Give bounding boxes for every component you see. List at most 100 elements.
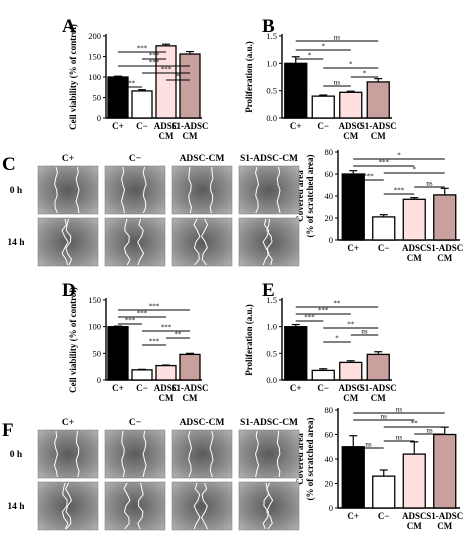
wound-edge-right [142, 430, 147, 478]
category-label: ADSC [154, 383, 179, 393]
y-tick-label: 50 [93, 348, 102, 358]
category-label: CM [437, 253, 452, 263]
wound-edge-left [120, 166, 126, 214]
wound-edge-right [137, 482, 144, 530]
wound-edge-right [75, 166, 80, 214]
micrograph-image [37, 165, 99, 215]
bar [339, 361, 363, 381]
panel-label-e: E [262, 280, 275, 301]
micrograph-image [171, 429, 233, 479]
category-label: C+ [112, 383, 124, 393]
y-axis-label: Covered area [295, 433, 305, 485]
y-tick-label: 60 [325, 169, 334, 179]
wound-edge-left [53, 430, 59, 478]
column-title: S1-ADSC-CM [240, 418, 298, 428]
significance-label: ns [426, 180, 433, 188]
significance-label: ns [365, 441, 372, 449]
micrograph-image [171, 165, 233, 215]
y-axis-label-2: (% of scratched area) [305, 154, 315, 237]
significance-label: *** [125, 80, 136, 88]
wound-edge-left [188, 166, 193, 214]
wound-edge-left [193, 482, 201, 530]
y-axis-label-2: (% of scratched area) [305, 417, 315, 500]
wound-edge-right [142, 166, 147, 214]
y-tick-label: 1.5 [266, 31, 277, 41]
micrograph-image [171, 481, 233, 531]
category-label: CM [159, 131, 174, 141]
significance-label: *** [137, 310, 148, 318]
micrograph-image [238, 165, 300, 215]
wound-edge-right [266, 218, 273, 266]
chart-f: 0 20 40 60 80 Covered area (% of scratched are… [295, 405, 463, 531]
significance-label: *** [149, 338, 160, 346]
bar [311, 369, 335, 381]
category-label: S1-ADSC [426, 511, 463, 521]
bar [107, 326, 129, 381]
category-label: C− [378, 243, 390, 253]
panel-label-f: F [2, 420, 14, 441]
y-tick-label: 0 [329, 503, 333, 513]
category-label: S1-ADSC [360, 383, 397, 393]
y-tick-label: 1.0 [266, 322, 277, 332]
significance-label: ns [334, 34, 341, 42]
significance-label: ns [334, 79, 341, 87]
bar [372, 216, 396, 241]
scratch-grid-c: C+ C− ADSC-CM S1-ADSC-CM 0 h 14 h [7, 154, 300, 267]
bar [131, 369, 153, 381]
chart-c: 0 20 40 60 80 Covered area (% of scratched are… [295, 147, 463, 263]
panel-label-d: D [62, 280, 76, 301]
category-label: CM [183, 131, 198, 141]
category-label: C+ [112, 121, 124, 131]
wound-edge-left [54, 166, 59, 214]
significance-label: ns [361, 328, 368, 336]
chart-b: 0.0 0.5 1.0 1.5 Proliferation (a.u.) C+ C− ADSC… [244, 31, 397, 141]
chart-d: 0 50 100 150 Cell viability (% of control) C+… [68, 287, 209, 403]
wound-edge-left [61, 218, 69, 266]
bar [179, 353, 201, 381]
category-label: CM [183, 393, 198, 403]
category-label: ADSC [402, 243, 427, 253]
category-label: S1-ADSC [171, 121, 208, 131]
significance-label: * [308, 52, 312, 60]
significance-label: ** [334, 300, 342, 308]
column-title: C+ [62, 418, 74, 428]
significance-label: *** [363, 173, 374, 181]
micrograph-image [104, 429, 166, 479]
bar [366, 81, 390, 119]
y-tick-label: 50 [93, 93, 102, 103]
wound-edge-left [123, 482, 131, 530]
wound-edge-right [201, 218, 209, 266]
significance-label: ** [347, 321, 355, 329]
category-label: C+ [290, 383, 302, 393]
category-label: CM [159, 393, 174, 403]
significance-label: *** [318, 307, 329, 315]
category-label: C− [317, 121, 329, 131]
wound-edge-left [61, 482, 69, 530]
y-tick-label: 0.5 [266, 348, 277, 358]
wound-edge-right [276, 166, 281, 214]
panel-label-a: A [62, 16, 76, 37]
significance-label: *** [379, 159, 390, 167]
y-tick-label: 0.5 [266, 86, 277, 96]
category-label: ADSC [338, 383, 363, 393]
wound-edge-right [65, 482, 73, 530]
micrograph-image [104, 217, 166, 267]
y-tick-label: 0 [329, 235, 333, 245]
bar [179, 53, 201, 119]
row-label: 0 h [10, 186, 23, 196]
category-label: S1-ADSC [171, 383, 208, 393]
significance-label: ns [396, 406, 403, 414]
y-tick-label: 100 [88, 72, 101, 82]
significance-label: * [349, 61, 353, 69]
category-label: CM [343, 393, 358, 403]
chart-e: 0.0 0.5 1.0 1.5 Proliferation (a.u.) C+ C− ADSC… [244, 295, 397, 403]
wound-edge-right [209, 430, 214, 478]
significance-label: *** [394, 187, 405, 195]
wound-edge-right [65, 218, 73, 266]
significance-label: *** [137, 45, 148, 53]
y-tick-label: 60 [325, 430, 334, 440]
significance-label: ns [426, 427, 433, 435]
column-title: ADSC-CM [180, 418, 225, 428]
